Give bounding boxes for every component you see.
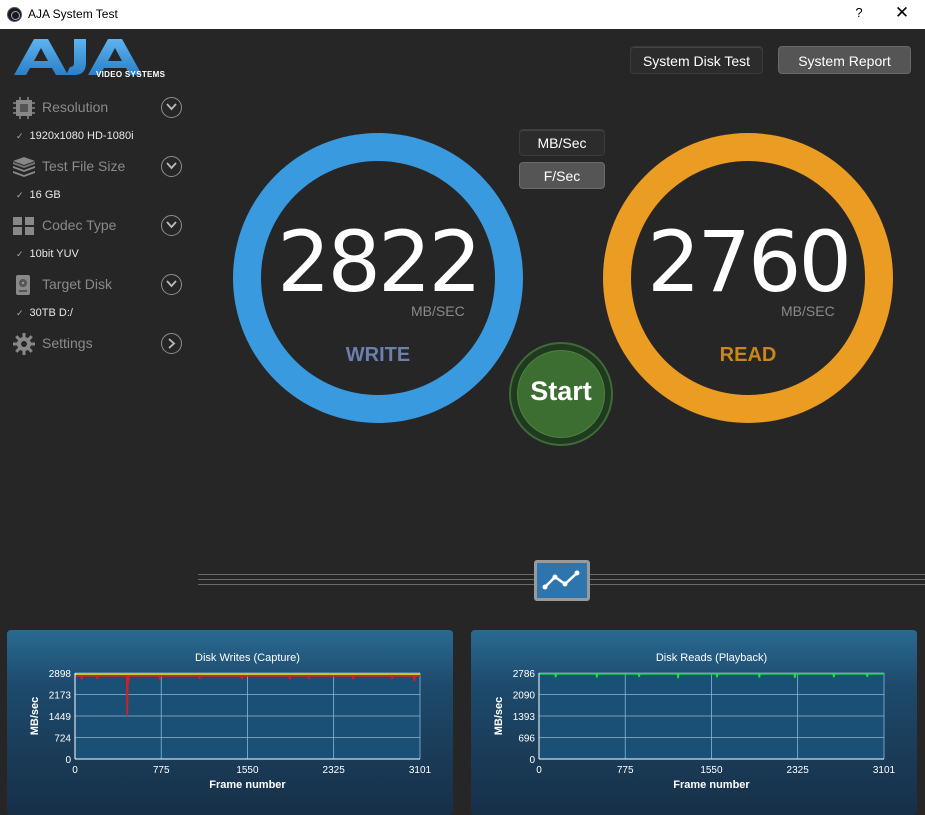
sidebar-item-label: Test File Size <box>42 158 126 174</box>
x-tick-label: 775 <box>153 765 170 776</box>
y-axis-label: MB/sec <box>493 697 505 736</box>
y-tick-label: 1449 <box>49 712 72 723</box>
x-tick-label: 3101 <box>409 765 432 776</box>
y-tick-label: 2786 <box>513 669 536 680</box>
window-title: AJA System Test <box>28 7 118 21</box>
f-sec-toggle[interactable]: F/Sec <box>519 162 605 189</box>
chevron-down-icon[interactable] <box>161 97 182 118</box>
chevron-down-icon[interactable] <box>161 274 182 295</box>
y-tick-label: 1393 <box>513 712 536 723</box>
write-gauge: 2822 MB/SEC WRITE <box>233 133 523 423</box>
target-disk-value: ✓ 30TB D:/ <box>16 307 73 319</box>
sidebar-item-value: 1920x1080 HD-1080i <box>29 130 134 142</box>
sidebar-item-label: Codec Type <box>42 217 117 233</box>
logo-subtext: VIDEO SYSTEMS <box>96 70 166 79</box>
chevron-down-icon[interactable] <box>161 156 182 177</box>
codec-icon <box>13 217 34 235</box>
x-tick-label: 0 <box>72 765 78 776</box>
read-label: READ <box>719 344 777 366</box>
system-disk-test-button[interactable]: System Disk Test <box>630 46 763 74</box>
sidebar-item-resolution[interactable]: Resolution <box>12 96 184 120</box>
sidebar-item-settings[interactable]: Settings <box>12 332 184 356</box>
start-label: Start <box>530 376 592 406</box>
sidebar-item-label: Resolution <box>42 99 109 115</box>
series-line <box>75 675 420 717</box>
chip-icon <box>13 97 35 119</box>
y-tick-label: 2090 <box>513 690 536 701</box>
check-icon: ✓ <box>16 190 24 200</box>
sidebar-item-value: 16 GB <box>29 189 61 201</box>
stack-icon <box>13 157 35 177</box>
title-bar: AJA System Test ? ✕ <box>0 0 925 29</box>
sidebar-item-label: Target Disk <box>42 276 113 292</box>
x-tick-label: 1550 <box>700 765 723 776</box>
disk-reads-chart: Disk Reads (Playback) 0 775 1550 2325 3101 0 69… <box>471 630 917 815</box>
test-file-size-value: ✓ 16 GB <box>16 189 61 201</box>
sidebar-item-test-file-size[interactable]: Test File Size <box>12 155 184 179</box>
graph-toggle-button[interactable] <box>534 560 590 601</box>
disk-writes-chart: Disk Writes (Capture) 0 775 1550 2325 3101 0 72… <box>7 630 453 815</box>
check-icon: ✓ <box>16 249 24 259</box>
main-area: VIDEO SYSTEMS Resolution ✓ 1920x1080 HD-1… <box>0 29 925 815</box>
x-axis-label: Frame number <box>209 779 286 791</box>
read-value: 2760 <box>647 213 852 311</box>
x-tick-label: 1550 <box>236 765 259 776</box>
x-tick-label: 3101 <box>873 765 896 776</box>
chart-svg: Disk Reads (Playback) 0 775 1550 2325 3101 0 69… <box>493 652 896 791</box>
line-graph-icon <box>542 570 580 590</box>
app-icon <box>7 7 22 22</box>
series-line <box>539 673 884 679</box>
y-axis-label: MB/sec <box>29 697 41 736</box>
write-value: 2822 <box>277 213 482 311</box>
sidebar-item-target-disk[interactable]: Target Disk <box>12 273 184 297</box>
y-tick-label: 2898 <box>49 669 72 680</box>
check-icon: ✓ <box>16 308 24 318</box>
write-unit: MB/SEC <box>411 303 465 319</box>
read-unit: MB/SEC <box>781 303 835 319</box>
read-gauge-inner <box>631 161 865 395</box>
disk-icon <box>16 275 30 295</box>
close-button[interactable]: ✕ <box>894 3 910 22</box>
sidebar-item-value: 10bit YUV <box>29 248 79 260</box>
x-tick-label: 775 <box>617 765 634 776</box>
y-tick-label: 0 <box>65 755 71 766</box>
y-tick-label: 724 <box>54 734 71 745</box>
help-button[interactable]: ? <box>855 5 863 20</box>
x-axis-label: Frame number <box>673 779 750 791</box>
write-label: WRITE <box>345 344 411 366</box>
codec-type-value: ✓ 10bit YUV <box>16 248 79 260</box>
x-tick-label: 0 <box>536 765 542 776</box>
check-icon: ✓ <box>16 131 24 141</box>
y-tick-label: 696 <box>518 734 535 745</box>
gear-icon <box>13 333 35 355</box>
start-button[interactable]: Start <box>509 342 613 446</box>
y-tick-label: 0 <box>529 755 535 766</box>
y-tick-label: 2173 <box>49 691 72 702</box>
chevron-right-icon[interactable] <box>161 333 182 354</box>
aja-logo <box>14 39 142 75</box>
sidebar-item-label: Settings <box>42 335 93 351</box>
read-gauge: 2760 MB/SEC READ <box>603 133 893 423</box>
resolution-value: ✓ 1920x1080 HD-1080i <box>16 130 134 142</box>
mb-sec-toggle[interactable]: MB/Sec <box>519 129 605 156</box>
chart-title: Disk Reads (Playback) <box>656 652 767 664</box>
chart-title: Disk Writes (Capture) <box>195 652 300 664</box>
chevron-down-icon[interactable] <box>161 215 182 236</box>
start-button-face[interactable]: Start <box>517 350 605 438</box>
system-report-button[interactable]: System Report <box>778 46 911 74</box>
x-tick-label: 2325 <box>323 765 346 776</box>
sidebar-item-codec-type[interactable]: Codec Type <box>12 214 184 238</box>
x-tick-label: 2325 <box>787 765 810 776</box>
sidebar-item-value: 30TB D:/ <box>29 307 73 319</box>
chart-svg: Disk Writes (Capture) 0 775 1550 2325 3101 0 72… <box>29 652 432 791</box>
write-gauge-inner <box>261 161 495 395</box>
